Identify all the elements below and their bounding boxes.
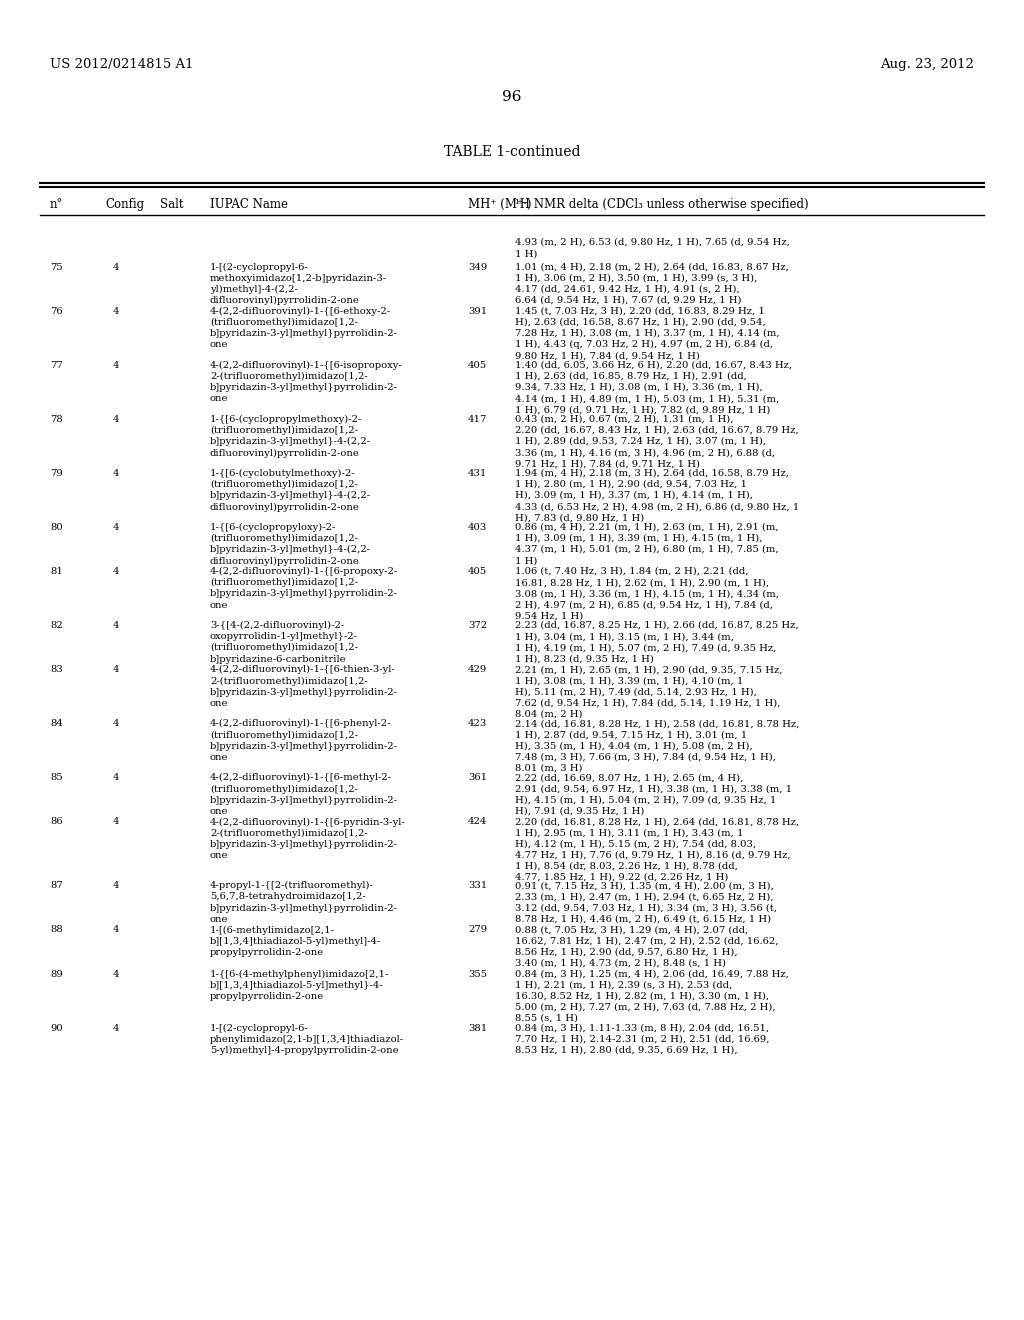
Text: 1-{[6-(cyclopropyloxy)-2-
(trifluoromethyl)imidazo[1,2-
b]pyridazin-3-yl]methyl}: 1-{[6-(cyclopropyloxy)-2- (trifluorometh… bbox=[210, 523, 371, 566]
Text: 1-{[6-(cyclopropylmethoxy)-2-
(trifluoromethyl)imidazo[1,2-
b]pyridazin-3-yl]met: 1-{[6-(cyclopropylmethoxy)-2- (trifluoro… bbox=[210, 414, 371, 458]
Text: 0.84 (m, 3 H), 1.25 (m, 4 H), 2.06 (dd, 16.49, 7.88 Hz,
1 H), 2.21 (m, 1 H), 2.3: 0.84 (m, 3 H), 1.25 (m, 4 H), 2.06 (dd, … bbox=[515, 970, 788, 1023]
Text: 4: 4 bbox=[113, 360, 120, 370]
Text: 2.21 (m, 1 H), 2.65 (m, 1 H), 2.90 (dd, 9.35, 7.15 Hz,
1 H), 3.08 (m, 1 H), 3.39: 2.21 (m, 1 H), 2.65 (m, 1 H), 2.90 (dd, … bbox=[515, 665, 782, 718]
Text: 405: 405 bbox=[468, 360, 487, 370]
Text: IUPAC Name: IUPAC Name bbox=[210, 198, 288, 211]
Text: 279: 279 bbox=[468, 925, 487, 935]
Text: 90: 90 bbox=[50, 1023, 62, 1032]
Text: 429: 429 bbox=[468, 665, 487, 675]
Text: 4: 4 bbox=[113, 1023, 120, 1032]
Text: 78: 78 bbox=[50, 414, 62, 424]
Text: 4: 4 bbox=[113, 263, 120, 272]
Text: 82: 82 bbox=[50, 620, 62, 630]
Text: 391: 391 bbox=[468, 306, 487, 315]
Text: 4: 4 bbox=[113, 817, 120, 826]
Text: 4-(2,2-difluorovinyl)-1-{[6-pyridin-3-yl-
2-(trifluoromethyl)imidazo[1,2-
b]pyri: 4-(2,2-difluorovinyl)-1-{[6-pyridin-3-yl… bbox=[210, 817, 406, 861]
Text: 372: 372 bbox=[468, 620, 487, 630]
Text: 0.43 (m, 2 H), 0.67 (m, 2 H), 1.31 (m, 1 H),
2.20 (dd, 16.67, 8.43 Hz, 1 H), 2.6: 0.43 (m, 2 H), 0.67 (m, 2 H), 1.31 (m, 1… bbox=[515, 414, 799, 469]
Text: 4: 4 bbox=[113, 620, 120, 630]
Text: 4: 4 bbox=[113, 774, 120, 783]
Text: 4: 4 bbox=[113, 970, 120, 978]
Text: 88: 88 bbox=[50, 925, 62, 935]
Text: 1-[(2-cyclopropyl-6-
methoxyimidazo[1,2-b]pyridazin-3-
yl)methyl]-4-(2,2-
difluo: 1-[(2-cyclopropyl-6- methoxyimidazo[1,2-… bbox=[210, 263, 387, 305]
Text: 87: 87 bbox=[50, 882, 62, 890]
Text: 76: 76 bbox=[50, 306, 62, 315]
Text: 0.88 (t, 7.05 Hz, 3 H), 1.29 (m, 4 H), 2.07 (dd,
16.62, 7.81 Hz, 1 H), 2.47 (m, : 0.88 (t, 7.05 Hz, 3 H), 1.29 (m, 4 H), 2… bbox=[515, 925, 778, 968]
Text: 423: 423 bbox=[468, 719, 487, 729]
Text: 4: 4 bbox=[113, 523, 120, 532]
Text: 1-[(2-cyclopropyl-6-
phenylimidazo[2,1-b][1,3,4]thiadiazol-
5-yl)methyl]-4-propy: 1-[(2-cyclopropyl-6- phenylimidazo[2,1-b… bbox=[210, 1023, 404, 1055]
Text: 4: 4 bbox=[113, 925, 120, 935]
Text: Salt: Salt bbox=[160, 198, 183, 211]
Text: 77: 77 bbox=[50, 360, 62, 370]
Text: 96: 96 bbox=[502, 90, 522, 104]
Text: 0.86 (m, 4 H), 2.21 (m, 1 H), 2.63 (m, 1 H), 2.91 (m,
1 H), 3.09 (m, 1 H), 3.39 : 0.86 (m, 4 H), 2.21 (m, 1 H), 2.63 (m, 1… bbox=[515, 523, 778, 565]
Text: 4-propyl-1-{[2-(trifluoromethyl)-
5,6,7,8-tetrahydroimidazo[1,2-
b]pyridazin-3-y: 4-propyl-1-{[2-(trifluoromethyl)- 5,6,7,… bbox=[210, 882, 398, 924]
Text: 331: 331 bbox=[468, 882, 487, 890]
Text: 4: 4 bbox=[113, 469, 120, 478]
Text: 424: 424 bbox=[468, 817, 487, 826]
Text: 2.23 (dd, 16.87, 8.25 Hz, 1 H), 2.66 (dd, 16.87, 8.25 Hz,
1 H), 3.04 (m, 1 H), 3: 2.23 (dd, 16.87, 8.25 Hz, 1 H), 2.66 (dd… bbox=[515, 620, 799, 663]
Text: n°: n° bbox=[50, 198, 63, 211]
Text: 4-(2,2-difluorovinyl)-1-{[6-phenyl-2-
(trifluoromethyl)imidazo[1,2-
b]pyridazin-: 4-(2,2-difluorovinyl)-1-{[6-phenyl-2- (t… bbox=[210, 719, 398, 762]
Text: 79: 79 bbox=[50, 469, 62, 478]
Text: 405: 405 bbox=[468, 568, 487, 576]
Text: 381: 381 bbox=[468, 1023, 487, 1032]
Text: 4: 4 bbox=[113, 568, 120, 576]
Text: 361: 361 bbox=[468, 774, 487, 783]
Text: 75: 75 bbox=[50, 263, 62, 272]
Text: Config: Config bbox=[105, 198, 144, 211]
Text: 0.84 (m, 3 H), 1.11-1.33 (m, 8 H), 2.04 (dd, 16.51,
7.70 Hz, 1 H), 2.14-2.31 (m,: 0.84 (m, 3 H), 1.11-1.33 (m, 8 H), 2.04 … bbox=[515, 1023, 769, 1055]
Text: 4: 4 bbox=[113, 882, 120, 890]
Text: 1.06 (t, 7.40 Hz, 3 H), 1.84 (m, 2 H), 2.21 (dd,
16.81, 8.28 Hz, 1 H), 2.62 (m, : 1.06 (t, 7.40 Hz, 3 H), 1.84 (m, 2 H), 2… bbox=[515, 568, 779, 620]
Text: 403: 403 bbox=[468, 523, 487, 532]
Text: 80: 80 bbox=[50, 523, 62, 532]
Text: 4-(2,2-difluorovinyl)-1-{[6-methyl-2-
(trifluoromethyl)imidazo[1,2-
b]pyridazin-: 4-(2,2-difluorovinyl)-1-{[6-methyl-2- (t… bbox=[210, 774, 398, 816]
Text: 4-(2,2-difluorovinyl)-1-{[6-isopropoxy-
2-(trifluoromethyl)imidazo[1,2-
b]pyrida: 4-(2,2-difluorovinyl)-1-{[6-isopropoxy- … bbox=[210, 360, 402, 404]
Text: 1.94 (m, 4 H), 2.18 (m, 3 H), 2.64 (dd, 16.58, 8.79 Hz,
1 H), 2.80 (m, 1 H), 2.9: 1.94 (m, 4 H), 2.18 (m, 3 H), 2.64 (dd, … bbox=[515, 469, 800, 523]
Text: 4: 4 bbox=[113, 306, 120, 315]
Text: 355: 355 bbox=[468, 970, 487, 978]
Text: 89: 89 bbox=[50, 970, 62, 978]
Text: 417: 417 bbox=[468, 414, 487, 424]
Text: Aug. 23, 2012: Aug. 23, 2012 bbox=[880, 58, 974, 71]
Text: TABLE 1-continued: TABLE 1-continued bbox=[443, 145, 581, 158]
Text: 1-{[6-(cyclobutylmethoxy)-2-
(trifluoromethyl)imidazo[1,2-
b]pyridazin-3-yl]meth: 1-{[6-(cyclobutylmethoxy)-2- (trifluorom… bbox=[210, 469, 371, 512]
Text: 4: 4 bbox=[113, 414, 120, 424]
Text: 2.14 (dd, 16.81, 8.28 Hz, 1 H), 2.58 (dd, 16.81, 8.78 Hz,
1 H), 2.87 (dd, 9.54, : 2.14 (dd, 16.81, 8.28 Hz, 1 H), 2.58 (dd… bbox=[515, 719, 800, 772]
Text: 4: 4 bbox=[113, 719, 120, 729]
Text: 81: 81 bbox=[50, 568, 62, 576]
Text: 4-(2,2-difluorovinyl)-1-{[6-propoxy-2-
(trifluoromethyl)imidazo[1,2-
b]pyridazin: 4-(2,2-difluorovinyl)-1-{[6-propoxy-2- (… bbox=[210, 568, 398, 610]
Text: 4-(2,2-difluorovinyl)-1-{[6-ethoxy-2-
(trifluoromethyl)imidazo[1,2-
b]pyridazin-: 4-(2,2-difluorovinyl)-1-{[6-ethoxy-2- (t… bbox=[210, 306, 398, 350]
Text: 86: 86 bbox=[50, 817, 62, 826]
Text: 0.91 (t, 7.15 Hz, 3 H), 1.35 (m, 4 H), 2.00 (m, 3 H),
2.33 (m, 1 H), 2.47 (m, 1 : 0.91 (t, 7.15 Hz, 3 H), 1.35 (m, 4 H), 2… bbox=[515, 882, 777, 924]
Text: 4: 4 bbox=[113, 665, 120, 675]
Text: 1.45 (t, 7.03 Hz, 3 H), 2.20 (dd, 16.83, 8.29 Hz, 1
H), 2.63 (dd, 16.58, 8.67 Hz: 1.45 (t, 7.03 Hz, 3 H), 2.20 (dd, 16.83,… bbox=[515, 306, 779, 360]
Text: 349: 349 bbox=[468, 263, 487, 272]
Text: 2.22 (dd, 16.69, 8.07 Hz, 1 H), 2.65 (m, 4 H),
2.91 (dd, 9.54, 6.97 Hz, 1 H), 3.: 2.22 (dd, 16.69, 8.07 Hz, 1 H), 2.65 (m,… bbox=[515, 774, 793, 816]
Text: 4.93 (m, 2 H), 6.53 (d, 9.80 Hz, 1 H), 7.65 (d, 9.54 Hz,
1 H): 4.93 (m, 2 H), 6.53 (d, 9.80 Hz, 1 H), 7… bbox=[515, 238, 790, 259]
Text: 1-{[6-(4-methylphenyl)imidazo[2,1-
b][1,3,4]thiadiazol-5-yl]methyl}-4-
propylpyr: 1-{[6-(4-methylphenyl)imidazo[2,1- b][1,… bbox=[210, 970, 389, 1001]
Text: 1-[(6-methylimidazo[2,1-
b][1,3,4]thiadiazol-5-yl)methyl]-4-
propylpyrrolidin-2-: 1-[(6-methylimidazo[2,1- b][1,3,4]thiadi… bbox=[210, 925, 381, 957]
Text: US 2012/0214815 A1: US 2012/0214815 A1 bbox=[50, 58, 194, 71]
Text: 85: 85 bbox=[50, 774, 62, 783]
Text: 4-(2,2-difluorovinyl)-1-{[6-thien-3-yl-
2-(trifluoromethyl)imidazo[1,2-
b]pyrida: 4-(2,2-difluorovinyl)-1-{[6-thien-3-yl- … bbox=[210, 665, 398, 708]
Text: MH⁺ (M⁺·): MH⁺ (M⁺·) bbox=[468, 198, 531, 211]
Text: 1.40 (dd, 6.05, 3.66 Hz, 6 H), 2.20 (dd, 16.67, 8.43 Hz,
1 H), 2.63 (dd, 16.85, : 1.40 (dd, 6.05, 3.66 Hz, 6 H), 2.20 (dd,… bbox=[515, 360, 793, 414]
Text: 84: 84 bbox=[50, 719, 62, 729]
Text: 1.01 (m, 4 H), 2.18 (m, 2 H), 2.64 (dd, 16.83, 8.67 Hz,
1 H), 3.06 (m, 2 H), 3.5: 1.01 (m, 4 H), 2.18 (m, 2 H), 2.64 (dd, … bbox=[515, 263, 788, 305]
Text: 431: 431 bbox=[468, 469, 487, 478]
Text: 2.20 (dd, 16.81, 8.28 Hz, 1 H), 2.64 (dd, 16.81, 8.78 Hz,
1 H), 2.95 (m, 1 H), 3: 2.20 (dd, 16.81, 8.28 Hz, 1 H), 2.64 (dd… bbox=[515, 817, 799, 882]
Text: ¹H NMR delta (CDCl₃ unless otherwise specified): ¹H NMR delta (CDCl₃ unless otherwise spe… bbox=[515, 198, 809, 211]
Text: 3-{[4-(2,2-difluorovinyl)-2-
oxopyrrolidin-1-yl]methyl}-2-
(trifluoromethyl)imid: 3-{[4-(2,2-difluorovinyl)-2- oxopyrrolid… bbox=[210, 620, 358, 664]
Text: 83: 83 bbox=[50, 665, 62, 675]
